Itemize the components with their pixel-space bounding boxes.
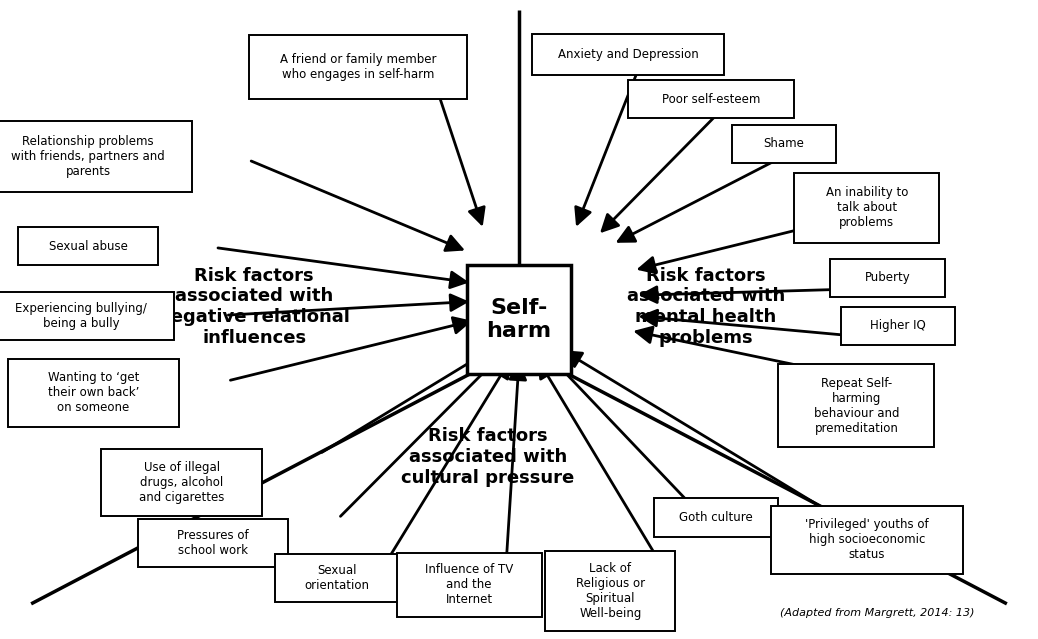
FancyBboxPatch shape [7, 359, 180, 427]
FancyBboxPatch shape [628, 80, 794, 118]
Text: Self-
harm: Self- harm [487, 298, 551, 341]
Text: (Adapted from Margrett, 2014: 13): (Adapted from Margrett, 2014: 13) [780, 608, 975, 619]
FancyBboxPatch shape [249, 35, 467, 99]
Text: Repeat Self-
harming
behaviour and
premeditation: Repeat Self- harming behaviour and preme… [814, 377, 899, 435]
Text: Higher IQ: Higher IQ [870, 320, 926, 332]
Text: An inability to
talk about
problems: An inability to talk about problems [825, 186, 908, 229]
FancyBboxPatch shape [654, 498, 778, 537]
Text: Sexual abuse: Sexual abuse [49, 240, 128, 252]
Text: Puberty: Puberty [865, 272, 910, 284]
Text: Risk factors
associated with
mental health
problems: Risk factors associated with mental heal… [627, 266, 785, 347]
FancyBboxPatch shape [137, 519, 288, 567]
FancyBboxPatch shape [841, 307, 955, 345]
Text: Anxiety and Depression: Anxiety and Depression [557, 48, 699, 61]
FancyBboxPatch shape [467, 265, 571, 374]
Text: Use of illegal
drugs, alcohol
and cigarettes: Use of illegal drugs, alcohol and cigare… [139, 461, 224, 504]
Text: Lack of
Religious or
Spiritual
Well-being: Lack of Religious or Spiritual Well-bein… [576, 562, 645, 620]
Text: A friend or family member
who engages in self-harm: A friend or family member who engages in… [280, 53, 436, 81]
FancyBboxPatch shape [732, 125, 836, 163]
FancyBboxPatch shape [778, 364, 934, 447]
FancyBboxPatch shape [397, 553, 542, 617]
FancyBboxPatch shape [101, 449, 262, 516]
Text: Wanting to ‘get
their own back’
on someone: Wanting to ‘get their own back’ on someo… [48, 371, 139, 415]
FancyBboxPatch shape [531, 33, 725, 75]
Text: Goth culture: Goth culture [679, 511, 754, 524]
FancyBboxPatch shape [0, 121, 192, 192]
FancyBboxPatch shape [0, 293, 174, 340]
Text: Risk factors
associated with
negative relational
influences: Risk factors associated with negative re… [159, 266, 350, 347]
Text: 'Privileged' youths of
high socioeconomic
status: 'Privileged' youths of high socioeconomi… [804, 518, 929, 562]
Text: Pressures of
school work: Pressures of school work [176, 529, 249, 557]
Text: Poor self-esteem: Poor self-esteem [662, 93, 760, 105]
Text: Risk factors
associated with
cultural pressure: Risk factors associated with cultural pr… [402, 427, 574, 487]
FancyBboxPatch shape [546, 551, 675, 631]
Text: Experiencing bullying/
being a bully: Experiencing bullying/ being a bully [15, 302, 147, 330]
Text: Shame: Shame [763, 137, 804, 150]
Text: Sexual
orientation: Sexual orientation [305, 564, 370, 592]
FancyBboxPatch shape [830, 259, 945, 297]
FancyBboxPatch shape [19, 227, 159, 265]
Text: Relationship problems
with friends, partners and
parents: Relationship problems with friends, part… [11, 135, 165, 178]
FancyBboxPatch shape [275, 554, 400, 602]
FancyBboxPatch shape [770, 506, 963, 574]
FancyBboxPatch shape [794, 173, 939, 243]
Text: Influence of TV
and the
Internet: Influence of TV and the Internet [425, 563, 514, 606]
